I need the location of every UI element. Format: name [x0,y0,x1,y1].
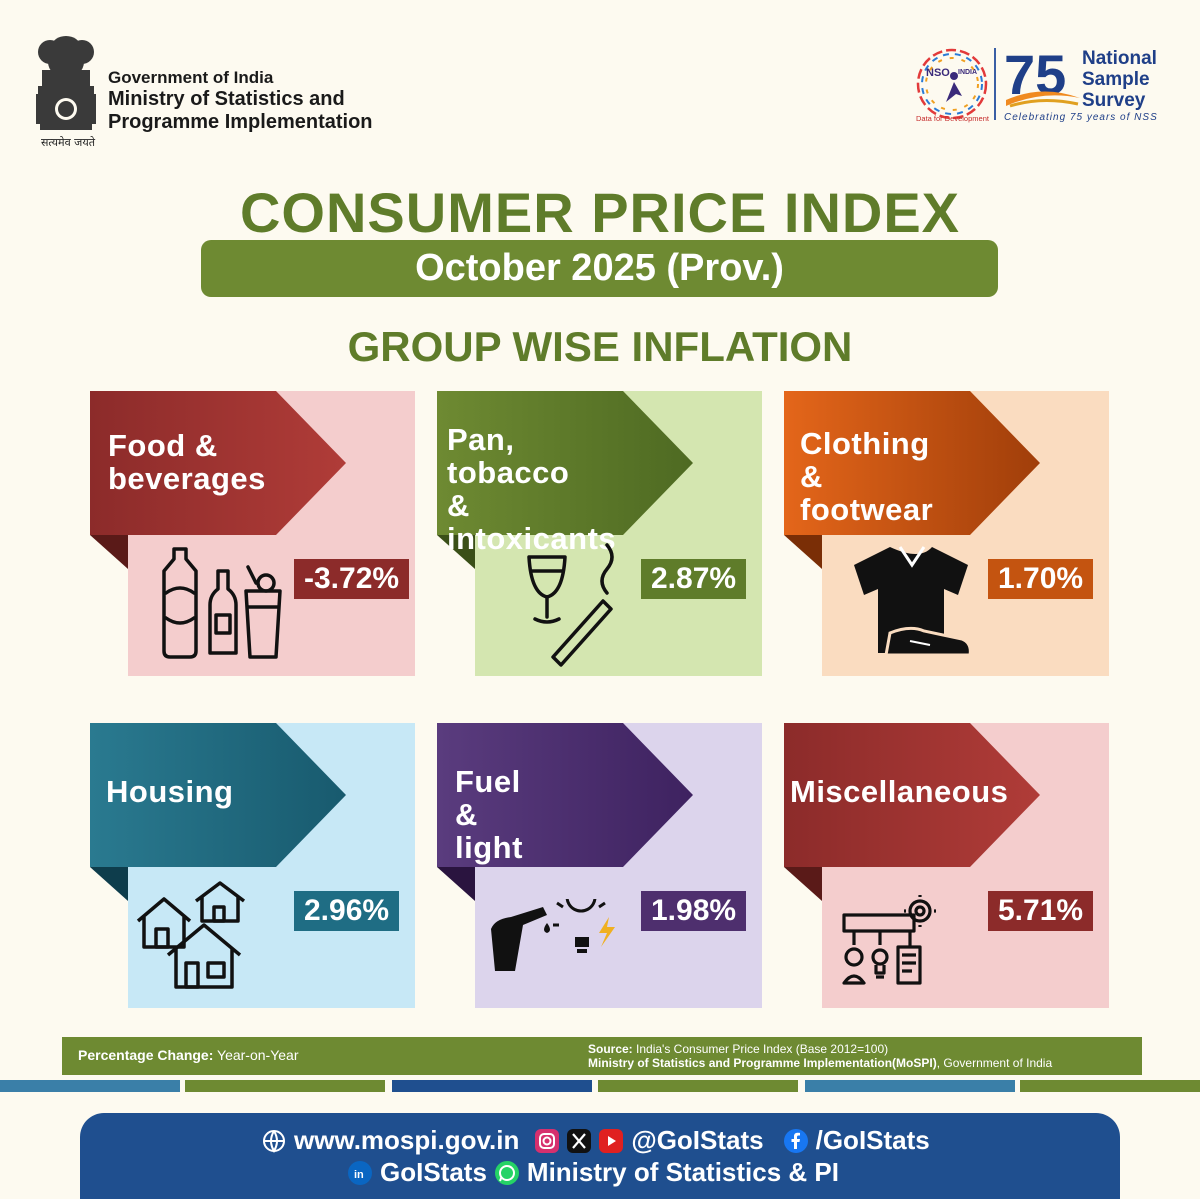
nso-tagline: Data for Development [916,114,989,123]
shirt-shoe-icon [854,546,972,657]
group-inflation-value: 1.98% [641,891,747,931]
main-title: CONSUMER PRICE INDEX [239,181,961,244]
social-footer [80,1113,1120,1199]
social-handle[interactable]: @GoIStats [631,1125,764,1155]
food-beverages-icon [162,547,282,659]
gov-line3: Programme Implementation [108,111,373,133]
source-note: Source: India's Consumer Price Index (Ba… [588,1042,1052,1070]
source-ministry-rest: , Government of India [936,1056,1053,1070]
facebook-icon[interactable] [783,1128,808,1153]
gov-line1: Government of India [108,68,274,87]
logo-divider [994,48,996,120]
nss-line3: Survey [1082,90,1146,111]
group-inflation-value: 1.70% [988,559,1094,599]
source-ministry: Ministry of Statistics and Programme Imp… [588,1056,937,1070]
nso-logo-text: NSO [926,67,950,79]
group-label: Food & beverages [108,429,266,495]
group-label-line1: Housing [106,774,234,809]
group-label: Housing [106,775,234,808]
website-link[interactable]: www.mospi.gov.in [294,1125,520,1155]
group-label-line1: Fuel & [455,764,521,832]
group-label-line2: & footwear [800,459,934,527]
card-arrow-band [437,391,693,569]
card-arrow-band [90,723,346,901]
linkedin-handle[interactable]: GoIStats [380,1157,487,1187]
social-line-1: www.mospi.gov.in @GoIStats /GoIStats [262,1125,930,1156]
fuel-bulb-icon [491,899,615,971]
pct-value: Year-on-Year [217,1047,299,1063]
source-label: Source: [588,1042,633,1056]
nss-line2: Sample [1082,69,1150,90]
group-label-line1: Food & [108,428,218,463]
social-line-2: in GoIStats Ministry of Statistics & PI [348,1157,839,1188]
gov-line2: Ministry of Statistics and [108,88,345,110]
period-banner: October 2025 (Prov.) [201,240,998,297]
group-label-line2: beverages [108,461,266,496]
group-inflation-value: 5.71% [988,891,1094,931]
group-label: Miscellaneous [790,775,1008,808]
national-emblem-icon [36,36,96,130]
group-label-line2: & intoxicants [447,488,617,556]
group-inflation-value: 2.87% [641,559,747,599]
group-label-line1: Clothing [800,426,930,461]
pct-label: Percentage Change: [78,1047,214,1063]
group-label-line2: light [455,830,523,865]
svg-text:in: in [354,1169,364,1181]
misc-services-icon [842,895,936,985]
group-label-line1: Miscellaneous [790,774,1009,809]
youtube-icon[interactable] [599,1128,624,1153]
group-inflation-value: -3.72% [294,559,410,599]
nso-logo-subtext: INDIA [958,69,977,76]
group-inflation-value: 2.96% [294,891,400,931]
group-label: Clothing & footwear [800,427,933,526]
card-arrow-band [784,391,1040,569]
globe-icon [263,1129,285,1153]
instagram-icon[interactable] [535,1128,560,1153]
whatsapp-channel[interactable]: Ministry of Statistics & PI [526,1157,839,1187]
houses-icon [136,881,246,989]
tobacco-glass-icon [527,543,614,667]
group-label: Pan, tobacco & intoxicants [447,423,616,555]
linkedin-icon[interactable]: in [348,1160,372,1185]
nso-logo-icon: NSO INDIA [916,48,988,120]
percentage-change-note: Percentage Change: Year-on-Year [78,1047,299,1063]
facebook-handle[interactable]: /GoIStats [815,1125,930,1155]
ministry-name: Government of India Ministry of Statisti… [108,68,373,134]
section-title: GROUP WISE INFLATION [347,323,853,370]
nss-tagline: Celebrating 75 years of NSS [1004,112,1158,123]
nss-title: National Sample Survey [1082,48,1157,111]
whatsapp-icon[interactable] [494,1160,519,1185]
source-text: India's Consumer Price Index (Base 2012=… [636,1042,889,1056]
card-arrow-band [90,391,346,569]
x-icon[interactable] [567,1128,592,1153]
emblem-motto: सत्यमेव जयते [40,136,95,149]
group-label: Fuel & light [455,765,523,864]
footer-note-strip [62,1037,1142,1075]
nss-75-logo-icon: 75 [1004,44,1080,108]
decorative-color-bar [0,1080,1200,1092]
card-arrow-band [437,723,693,901]
nss-line1: National [1082,48,1157,69]
group-label-line1: Pan, tobacco [447,422,570,490]
card-arrow-band [784,723,1040,901]
